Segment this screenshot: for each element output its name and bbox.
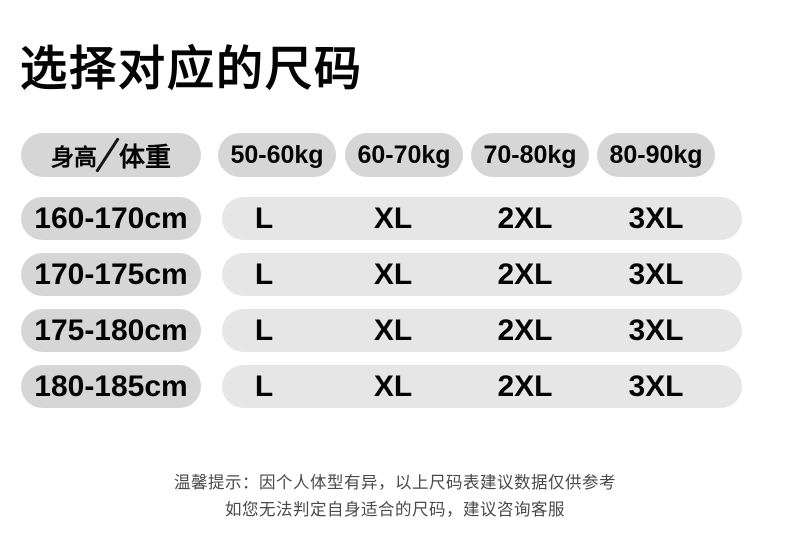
height-row-label: 175-180cm <box>21 309 201 352</box>
size-value: L <box>254 369 274 403</box>
weight-header-70-80kg: 70-80kg <box>471 133 589 177</box>
size-row: L XL 2XL 3XL <box>222 365 742 408</box>
size-value: L <box>254 257 274 291</box>
size-value: L <box>254 201 274 235</box>
size-value: 2XL <box>497 313 553 347</box>
size-value: 3XL <box>628 201 684 235</box>
weight-header-60-70kg: 60-70kg <box>345 133 463 177</box>
size-value: 3XL <box>628 369 684 403</box>
size-value: 2XL <box>497 369 553 403</box>
size-value: XL <box>373 369 413 403</box>
height-row-label: 180-185cm <box>21 365 201 408</box>
size-value: 3XL <box>628 313 684 347</box>
height-row-label: 160-170cm <box>21 197 201 240</box>
diagonal-slash-icon <box>95 137 120 173</box>
size-value: XL <box>373 313 413 347</box>
size-value: XL <box>373 201 413 235</box>
size-value: 3XL <box>628 257 684 291</box>
disclaimer-line-1: 温馨提示：因个人体型有异，以上尺码表建议数据仅供参考 <box>174 474 616 492</box>
page-title: 选择对应的尺码 <box>20 42 363 95</box>
size-row: L XL 2XL 3XL <box>222 253 742 296</box>
weight-header-50-60kg: 50-60kg <box>218 133 336 177</box>
size-row: L XL 2XL 3XL <box>222 197 742 240</box>
weight-header-80-90kg: 80-90kg <box>597 133 715 177</box>
size-value: L <box>254 313 274 347</box>
size-value: 2XL <box>497 257 553 291</box>
corner-weight-label: 体重 <box>118 141 171 172</box>
height-row-label: 170-175cm <box>21 253 201 296</box>
table-corner-header: 身高 体重 <box>21 133 201 177</box>
size-value: 2XL <box>497 201 553 235</box>
size-row: L XL 2XL 3XL <box>222 309 742 352</box>
disclaimer-note: 温馨提示：因个人体型有异，以上尺码表建议数据仅供参考 如您无法判定自身适合的尺码… <box>0 470 790 524</box>
disclaimer-line-2: 如您无法判定自身适合的尺码，建议咨询客服 <box>225 501 565 519</box>
corner-height-label: 身高 <box>50 144 97 170</box>
size-value: XL <box>373 257 413 291</box>
